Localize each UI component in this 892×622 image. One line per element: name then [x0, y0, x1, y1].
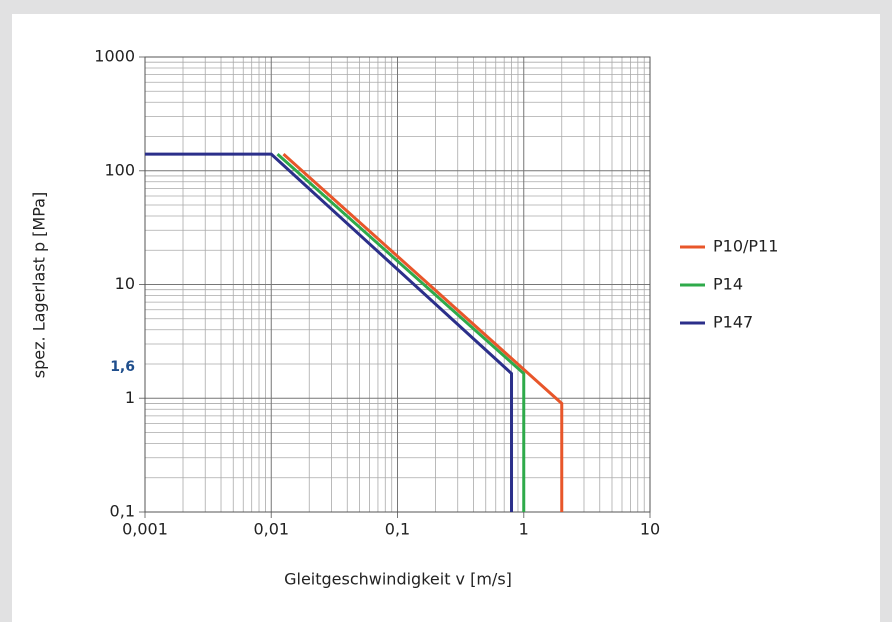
y-tick-label: 1 [125, 388, 135, 407]
x-tick-label: 1 [519, 520, 529, 539]
line-series [276, 153, 526, 512]
plot-frame [144, 56, 651, 513]
x-tick-label: 0,001 [122, 520, 168, 539]
y-axis-label: spez. Lagerlast p [MPa] [30, 192, 49, 378]
x-axis-label: Gleitgeschwindigkeit v [m/s] [284, 570, 512, 589]
legend-label: P147 [713, 313, 753, 332]
panel [12, 14, 880, 622]
y-tick-label: 100 [104, 160, 135, 179]
x-tick-label: 0,01 [253, 520, 289, 539]
legend-label: P10/P11 [713, 237, 778, 256]
x-tick-label: 10 [640, 520, 660, 539]
line-series [145, 152, 514, 512]
y-tick-label: 10 [115, 274, 135, 293]
y-tick-label: 1000 [94, 47, 135, 66]
annotation: 1,6 [110, 359, 135, 375]
legend-label: P14 [713, 275, 743, 294]
line-series [282, 153, 564, 512]
x-tick-label: 0,1 [385, 520, 410, 539]
y-tick-label: 0,1 [110, 502, 135, 521]
